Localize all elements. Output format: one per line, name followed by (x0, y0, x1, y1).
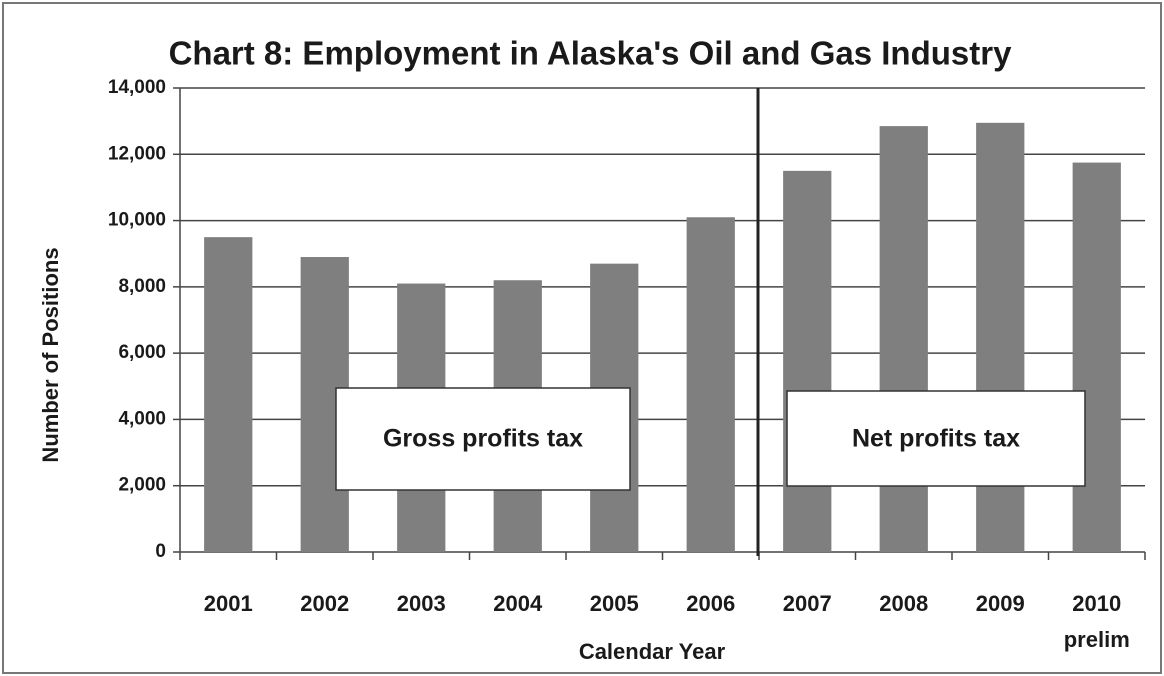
chart-title: Chart 8: Employment in Alaska's Oil and … (169, 35, 1012, 72)
y-tick-label: 14,000 (108, 77, 166, 98)
y-tick-label: 8,000 (118, 276, 166, 297)
y-tick-label: 10,000 (108, 210, 166, 231)
x-axis-title: Calendar Year (579, 639, 726, 664)
bar (204, 237, 253, 552)
annotation: Gross profits tax (383, 425, 583, 453)
annotation-box (335, 387, 631, 491)
bar (686, 217, 735, 552)
x-tick-label: 2010 prelim (1063, 591, 1130, 652)
y-tick-label: 12,000 (108, 143, 166, 164)
y-tick-label: 6,000 (118, 342, 166, 363)
y-axis-title: Number of Positions (38, 247, 63, 462)
y-tick-label: 0 (155, 541, 166, 562)
x-tick-label: 2009 (975, 591, 1025, 616)
x-tick-label: 2001 (203, 591, 253, 616)
x-tick-label: 2002 (300, 591, 350, 616)
x-tick-label: 2008 (879, 591, 929, 616)
y-tick-label: 4,000 (118, 408, 166, 429)
x-tick-label: 2006 (686, 591, 736, 616)
bar (783, 170, 832, 552)
y-tick-label: 2,000 (118, 475, 166, 496)
annotation-box (786, 390, 1086, 487)
x-tick-label: 2003 (396, 591, 446, 616)
bar (976, 122, 1025, 553)
annotation: Net profits tax (852, 425, 1020, 453)
x-tick-label: 2005 (589, 591, 639, 616)
x-tick-label: 2007 (782, 591, 832, 616)
bar (1072, 162, 1121, 553)
x-tick-label: 2004 (493, 591, 543, 616)
bar (879, 126, 928, 552)
